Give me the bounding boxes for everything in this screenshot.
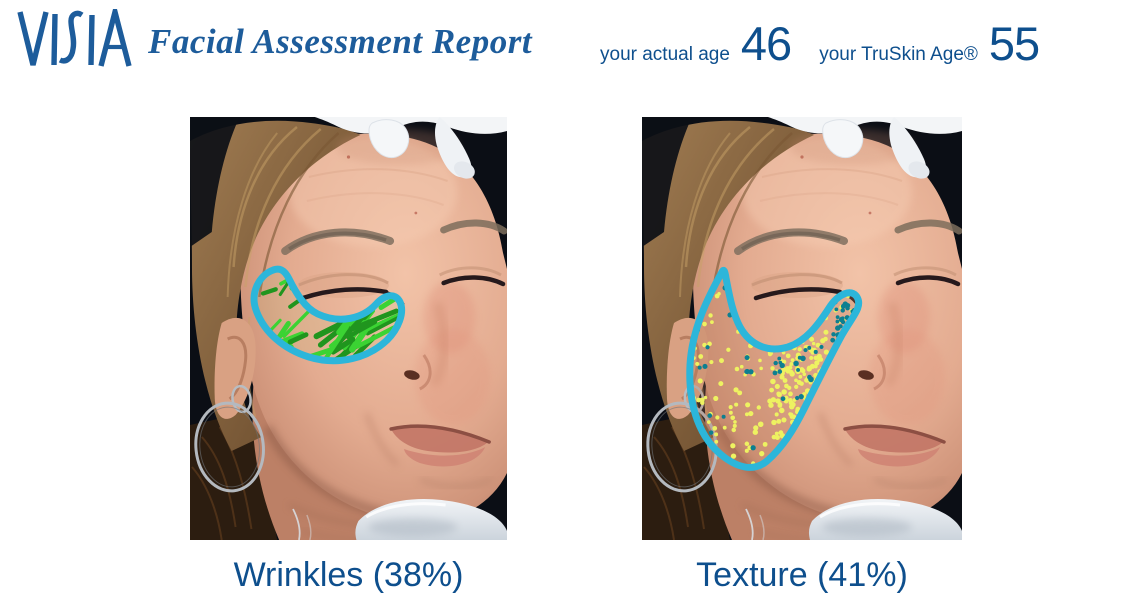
actual-age-value: 46: [740, 17, 792, 70]
visia-logo: [17, 9, 132, 67]
age-summary: your actual age 46 your TruSkin Age® 55: [600, 16, 1040, 71]
wrinkle-region-outline: [250, 265, 406, 365]
wrinkles-caption: Wrinkles (38%): [233, 556, 464, 594]
texture-photo: [642, 117, 962, 540]
wrinkles-photo: [190, 117, 507, 540]
actual-age-label: your actual age: [600, 44, 730, 65]
texture-caption: Texture (41%): [696, 556, 908, 594]
report-title: Facial Assessment Report: [148, 22, 533, 61]
truskin-age-label: your TruSkin Age®: [819, 44, 978, 65]
texture-region-outline: [686, 266, 863, 471]
truskin-age-value: 55: [988, 17, 1040, 70]
